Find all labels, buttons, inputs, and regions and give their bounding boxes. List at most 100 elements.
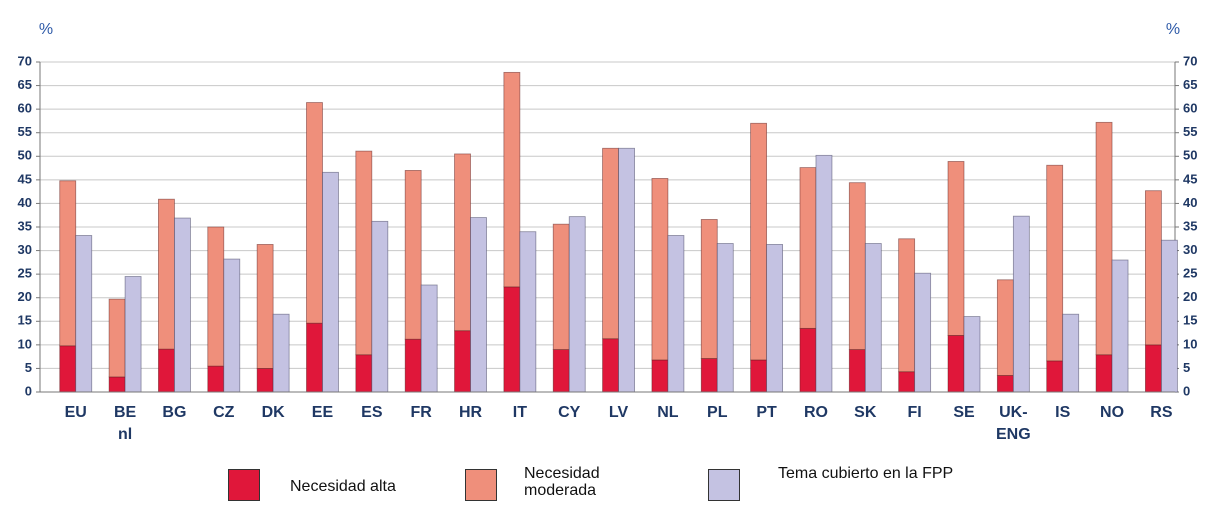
bar xyxy=(651,178,669,361)
bar xyxy=(272,313,290,393)
x-tick-label: BE nl xyxy=(113,404,137,443)
bar xyxy=(75,235,93,393)
bar xyxy=(766,244,784,393)
bar xyxy=(947,161,965,336)
y-tick-label: 35 xyxy=(18,218,32,233)
bar xyxy=(207,226,225,367)
y2-axis-label: % xyxy=(1166,21,1180,38)
y-tick-label: 30 xyxy=(18,242,32,257)
y2-tick-label: 70 xyxy=(1183,53,1197,68)
bar xyxy=(124,276,142,393)
bar xyxy=(355,150,373,356)
bar xyxy=(1144,190,1162,346)
x-tick-label: FR xyxy=(410,404,432,421)
bar xyxy=(618,147,635,393)
y-tick-label: 55 xyxy=(18,124,32,139)
bar xyxy=(716,243,734,393)
y2-tick-label: 30 xyxy=(1183,242,1197,257)
bar xyxy=(848,182,866,350)
bar xyxy=(1095,354,1113,393)
bar xyxy=(1012,215,1030,393)
y-tick-label: 50 xyxy=(18,148,32,163)
y2-tick-label: 55 xyxy=(1183,124,1197,139)
bar xyxy=(602,147,619,340)
bar xyxy=(420,284,438,393)
bar xyxy=(552,223,570,350)
y-tick-label: 0 xyxy=(25,383,32,398)
bar xyxy=(651,359,669,393)
bar xyxy=(700,219,718,359)
y2-tick-label: 5 xyxy=(1183,360,1190,375)
bar xyxy=(256,368,274,393)
bar xyxy=(322,171,339,393)
bar xyxy=(848,349,866,393)
y2-tick-label: 40 xyxy=(1183,195,1197,210)
y-tick-label: 65 xyxy=(18,77,32,92)
y-tick-label: 15 xyxy=(18,313,32,328)
x-tick-label: IS xyxy=(1055,404,1071,421)
bar xyxy=(799,167,817,329)
bar xyxy=(174,217,191,393)
bar xyxy=(454,330,471,393)
bar xyxy=(158,198,175,350)
bar xyxy=(1046,360,1064,393)
x-tick-label: SK xyxy=(854,404,877,421)
legend-label: Necesidad alta xyxy=(290,478,396,495)
y-tick-label: 70 xyxy=(18,53,32,68)
x-tick-label: NO xyxy=(1100,404,1125,421)
y2-tick-label: 15 xyxy=(1183,313,1197,328)
y2-tick-label: 10 xyxy=(1183,336,1197,351)
bar xyxy=(158,348,175,393)
bar xyxy=(1144,344,1162,393)
y-tick-label: 10 xyxy=(18,336,32,351)
x-tick-label: EU xyxy=(64,404,87,421)
bar xyxy=(799,327,817,393)
legend-label: Tema cubierto en la FPP xyxy=(778,465,954,482)
bar xyxy=(750,359,768,393)
bar xyxy=(371,220,389,393)
y2-tick-label: 65 xyxy=(1183,77,1197,92)
bar xyxy=(108,298,126,378)
x-tick-label: PL xyxy=(707,404,728,421)
x-tick-label: PT xyxy=(756,404,777,421)
y-tick-label: 40 xyxy=(18,195,32,210)
bar xyxy=(355,354,373,393)
bar xyxy=(404,338,422,393)
x-tick-label: HR xyxy=(458,404,483,421)
y-tick-label: 25 xyxy=(18,266,32,281)
x-tick-label: CY xyxy=(558,404,581,421)
x-tick-label: IT xyxy=(512,404,527,421)
legend-swatch xyxy=(708,469,740,501)
bar xyxy=(223,258,241,393)
bar xyxy=(568,216,586,393)
bar xyxy=(667,235,685,393)
bar xyxy=(306,102,323,324)
bar xyxy=(1046,164,1064,362)
bar xyxy=(519,231,537,393)
bar xyxy=(914,272,932,393)
x-tick-label: UK- ENG xyxy=(996,404,1031,443)
bar xyxy=(996,375,1014,393)
y-tick-label: 60 xyxy=(18,101,32,116)
bar xyxy=(1111,259,1129,393)
y2-tick-label: 50 xyxy=(1183,148,1197,163)
bar xyxy=(454,153,471,332)
x-tick-label: EE xyxy=(311,404,334,421)
x-tick-label: RS xyxy=(1150,404,1173,421)
x-tick-label: NL xyxy=(657,404,679,421)
bar xyxy=(1160,239,1178,393)
bar xyxy=(898,238,916,373)
y2-tick-label: 45 xyxy=(1183,171,1197,186)
x-tick-label: ES xyxy=(361,404,383,421)
x-tick-label: RO xyxy=(803,404,828,421)
bar xyxy=(256,244,274,369)
y-tick-label: 20 xyxy=(18,289,32,304)
bar xyxy=(207,365,225,393)
bar xyxy=(963,316,981,393)
bar xyxy=(996,279,1014,376)
y2-tick-label: 25 xyxy=(1183,266,1197,281)
y-tick-label: 45 xyxy=(18,171,32,186)
bar xyxy=(815,154,833,393)
